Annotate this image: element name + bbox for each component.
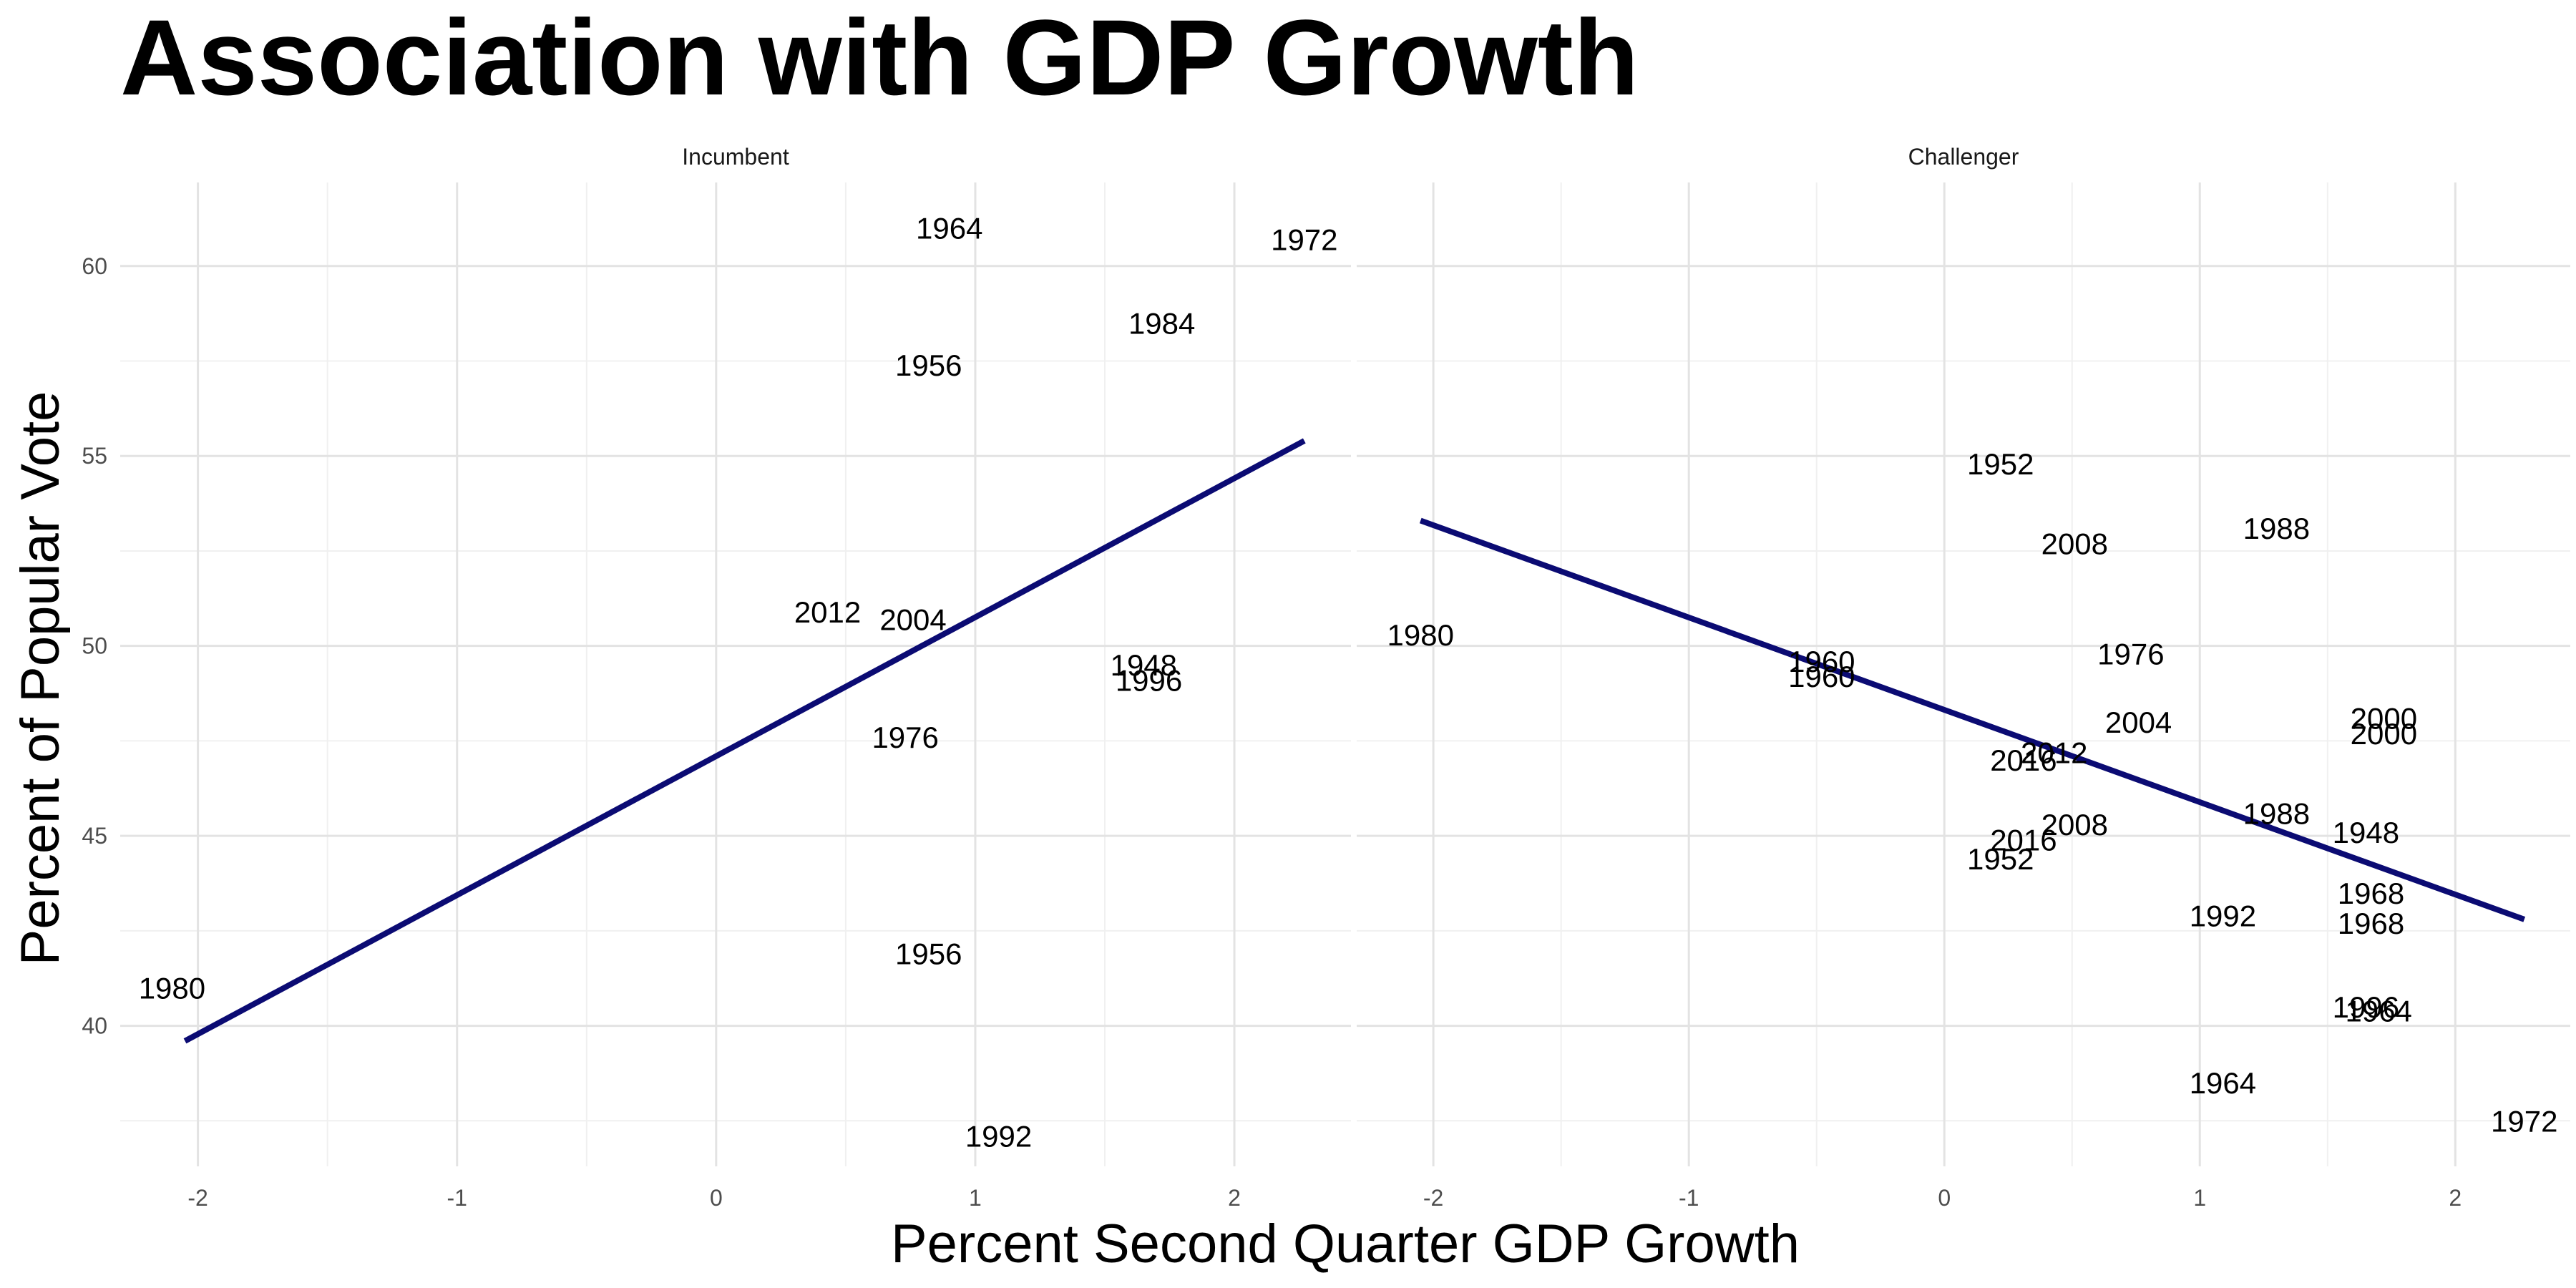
point-label: 1948 [2333,816,2399,849]
point-label: 1988 [2243,796,2310,830]
trend-line [183,438,1306,1044]
point-label: 2016 [1990,743,2057,777]
point-label: 1992 [2190,899,2256,933]
x-tick-label: 1 [2193,1185,2206,1211]
x-tick-label: -1 [447,1185,467,1211]
point-label: 2012 [794,595,861,629]
point-label: 1976 [872,721,938,754]
point-label: 1992 [965,1120,1032,1153]
point-label: 2000 [2351,717,2417,751]
point-label: 1996 [2333,990,2399,1024]
x-tick-label: -2 [187,1185,208,1211]
point-label: 2000 [2351,702,2417,736]
point-label: 2004 [2105,706,2172,739]
point-label: 1980 [1387,618,1454,652]
panel-challenger: Challenger-2 -1 0 1 219521988200819801960196… [1357,144,2570,1211]
point-label: 1956 [895,937,962,971]
x-tick-label: -1 [1679,1185,1699,1211]
point-label: 1984 [1128,306,1195,340]
facet-strip-label: Incumbent [682,144,789,170]
y-tick-label: 60 [82,253,107,279]
point-label: 2012 [2021,736,2087,769]
point-label: 2004 [879,603,946,637]
y-tick-label: 50 [82,633,107,659]
point-label: 1964 [2190,1066,2256,1100]
x-tick-label: 0 [1938,1185,1951,1211]
point-label: 1952 [1967,842,2034,876]
y-axis-label: Percent of Popular Vote [10,391,71,966]
point-label: 1976 [2097,637,2164,670]
point-label: 2008 [2041,527,2108,560]
point-label: 1956 [895,348,962,382]
trend-line [1419,517,2526,922]
point-label: 1972 [2491,1104,2557,1138]
point-label: 1988 [2243,512,2310,545]
point-label: 1972 [1271,223,1337,257]
facet-strip-label: Challenger [1908,144,2019,170]
point-label: 1964 [916,212,982,245]
point-label: 1952 [1967,447,2034,481]
point-label: 1948 [1111,648,1177,682]
chart-title: Association with GDP Growth [120,0,1639,117]
point-label: 1964 [2345,994,2411,1028]
point-label: 1980 [139,971,205,1005]
point-label: 1968 [2338,907,2404,940]
x-axis-label: Percent Second Quarter GDP Growth [891,1214,1800,1274]
x-tick-label: 1 [969,1185,982,1211]
x-tick-label: 2 [2449,1185,2462,1211]
point-label: 2008 [2041,808,2108,841]
facet-panels: Incumbent -2 -1 0 1 2 40 45 50 55 60 1964 1972 1984 19… [82,144,2570,1211]
x-tick-label: 2 [1228,1185,1241,1211]
panel-incumbent: Incumbent -2 -1 0 1 2 40 45 50 55 60 1964 1972 1984 19… [82,144,1351,1211]
y-tick-label: 55 [82,443,107,469]
x-tick-label: -2 [1423,1185,1443,1211]
point-label: 1996 [1116,663,1182,697]
y-tick-label: 40 [82,1013,107,1039]
x-tick-label: 0 [710,1185,723,1211]
point-label: 2016 [1990,823,2057,857]
point-label: 1968 [2338,877,2404,910]
point-label: 1960 [1788,660,1855,693]
y-tick-label: 45 [82,823,107,849]
point-label: 1960 [1788,645,1855,678]
